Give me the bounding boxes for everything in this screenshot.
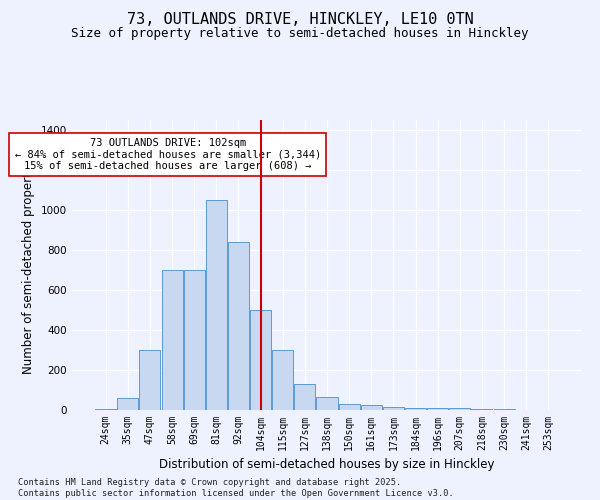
Bar — [338, 404, 359, 410]
Bar — [161, 270, 182, 410]
Bar — [118, 398, 139, 410]
Bar — [449, 408, 470, 410]
Bar — [272, 350, 293, 410]
Bar — [295, 384, 316, 410]
Bar — [472, 409, 493, 410]
Y-axis label: Number of semi-detached properties: Number of semi-detached properties — [22, 156, 35, 374]
Text: 73 OUTLANDS DRIVE: 102sqm
← 84% of semi-detached houses are smaller (3,344)
15% : 73 OUTLANDS DRIVE: 102sqm ← 84% of semi-… — [14, 138, 321, 171]
Bar — [383, 407, 404, 410]
Bar — [139, 350, 160, 410]
Text: 73, OUTLANDS DRIVE, HINCKLEY, LE10 0TN: 73, OUTLANDS DRIVE, HINCKLEY, LE10 0TN — [127, 12, 473, 28]
Bar — [95, 409, 116, 410]
Bar — [228, 242, 249, 410]
Bar — [184, 270, 205, 410]
Bar — [250, 310, 271, 410]
Bar — [361, 405, 382, 410]
Bar — [206, 200, 227, 410]
Bar — [316, 397, 338, 410]
Bar — [405, 408, 426, 410]
X-axis label: Distribution of semi-detached houses by size in Hinckley: Distribution of semi-detached houses by … — [159, 458, 495, 471]
Text: Size of property relative to semi-detached houses in Hinckley: Size of property relative to semi-detach… — [71, 28, 529, 40]
Text: Contains HM Land Registry data © Crown copyright and database right 2025.
Contai: Contains HM Land Registry data © Crown c… — [18, 478, 454, 498]
Bar — [427, 408, 448, 410]
